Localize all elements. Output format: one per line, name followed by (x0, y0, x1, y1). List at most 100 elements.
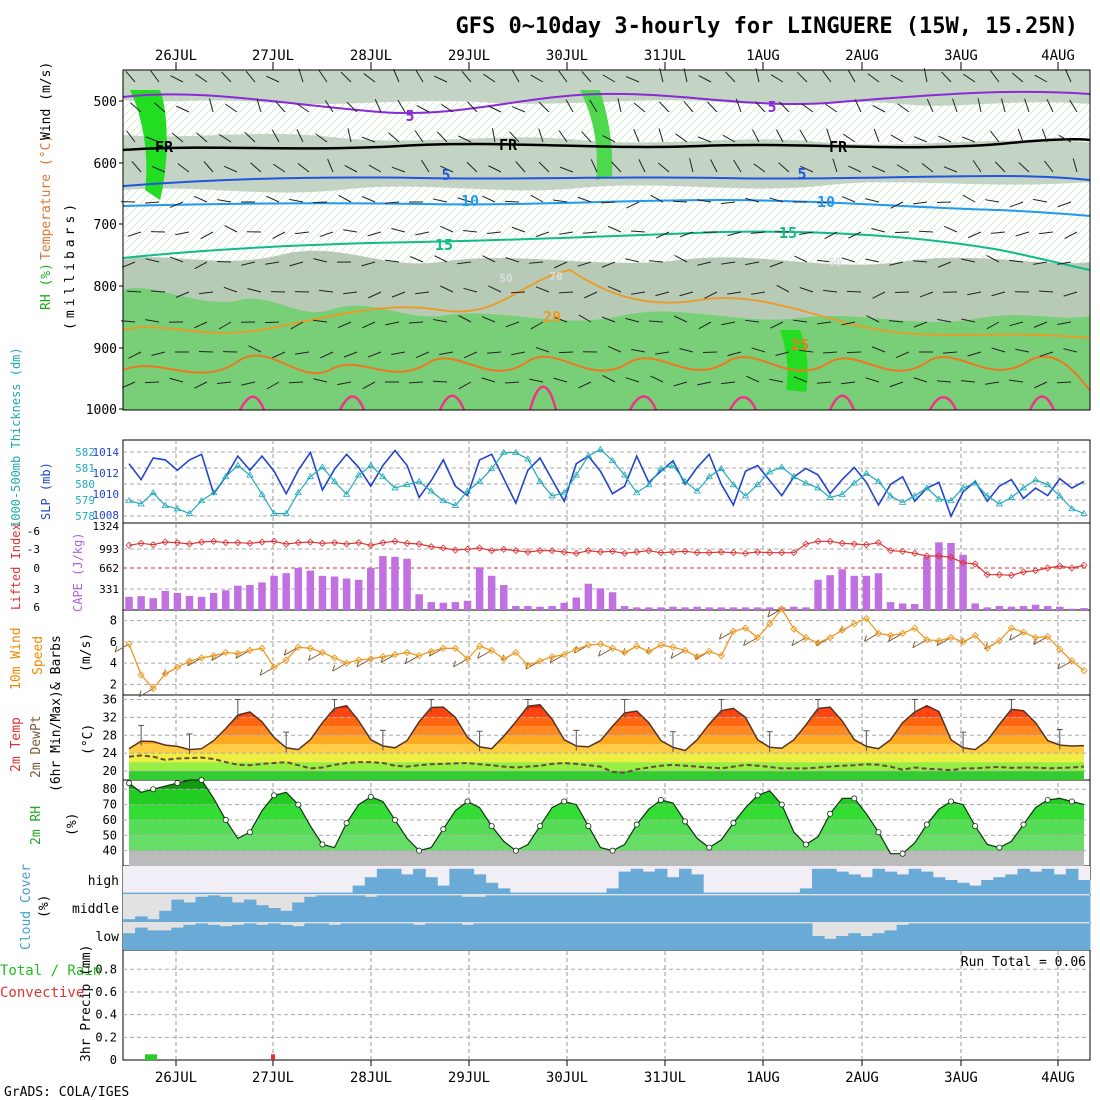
precip-total-label: Total / Rain (0, 963, 101, 979)
cloud-level-label: low (96, 930, 120, 945)
rh-point (1044, 796, 1051, 803)
rh-point (802, 841, 809, 848)
cloud-bar (183, 924, 197, 950)
thickness-point (282, 509, 290, 516)
wind-barb (362, 381, 376, 390)
wind-barb (584, 291, 598, 299)
wind-barb (1009, 201, 1024, 208)
temp-tick-label: 24 (103, 746, 117, 760)
wind-barb (943, 166, 958, 173)
contour-label: FR (499, 136, 518, 154)
wind-barb (272, 231, 286, 239)
upper-air-panel: 500 600 700 800 900 1000 FR FR FR 5 5 5 5 10 10 15 15 20 2… (86, 68, 1091, 418)
rh-point (174, 780, 181, 787)
cape-bar (1031, 604, 1040, 610)
cloud-bar (328, 924, 342, 950)
wind-barb (890, 201, 904, 209)
wind-barb (315, 133, 328, 143)
cloud-bar (255, 905, 269, 922)
cloud-bar (570, 895, 583, 922)
contour-label: FR (155, 138, 174, 156)
slp-tick-label: 1010 (93, 488, 120, 501)
cloud-bar (860, 877, 873, 894)
thickness-point (898, 498, 907, 505)
cloud-bar (123, 919, 136, 922)
cloud-bar (243, 899, 257, 922)
wind-barb (854, 99, 862, 113)
li-point (983, 571, 991, 579)
li-point (524, 548, 532, 556)
wind-speed-point (850, 620, 858, 628)
cloud-bar (860, 936, 873, 950)
wind-barb-10m (719, 630, 734, 640)
wind-barb-feather (863, 635, 867, 642)
cape-bar (741, 607, 750, 610)
wind-barb (848, 231, 862, 239)
thickness-series-line (128, 448, 1085, 515)
rh-color-band (129, 835, 1084, 851)
cloud-bar (171, 927, 184, 950)
wind-barb-10m (332, 662, 347, 672)
wind-barb (770, 321, 784, 329)
cape-bar (560, 602, 568, 610)
wind-barb (918, 230, 934, 233)
wind-barb (558, 130, 568, 143)
cape-bar (935, 542, 943, 610)
wind-barb (602, 74, 616, 83)
cloud-bar (364, 896, 378, 922)
cloud-bar (1017, 923, 1031, 950)
wind-speed-point (971, 631, 979, 640)
wind-barb (704, 291, 718, 299)
wind-barb (697, 136, 712, 143)
cloud-bar (1053, 874, 1067, 894)
cloud-bar (340, 892, 354, 894)
cloud-bar (981, 923, 994, 950)
wind-speed-point (608, 644, 617, 652)
wind-barb (895, 351, 910, 359)
thickness-point (1080, 509, 1088, 516)
wind-tick-label: 4 (110, 656, 117, 670)
wind-barb (361, 196, 376, 203)
wind-barb (312, 201, 328, 204)
wind-barb-10m (743, 637, 758, 647)
wind-barb (461, 70, 472, 83)
wind-barb (487, 351, 502, 354)
cloud-bar (304, 892, 317, 894)
wind-barb (176, 105, 190, 113)
rh-point (391, 816, 398, 823)
cloud-bar (739, 923, 753, 950)
wind-barb (374, 99, 382, 113)
cloud-bar (558, 892, 571, 894)
wind-speed-point (463, 655, 472, 663)
wind-barb (769, 261, 784, 268)
wind-barb (679, 291, 694, 297)
wind-barb (266, 195, 280, 203)
wind-barb (421, 159, 430, 173)
thickness-point (209, 488, 218, 496)
cape-bar (294, 567, 303, 610)
wind-barb (625, 76, 640, 83)
thickness-point (125, 496, 133, 504)
wind-barb (121, 261, 136, 268)
cloud-bar (957, 882, 970, 894)
li-point (463, 545, 472, 553)
wind-barb (391, 291, 406, 298)
wind-barb-10m (1009, 631, 1024, 641)
li-point (512, 547, 520, 555)
thickness-point (536, 477, 544, 484)
cloud-bar (340, 895, 354, 922)
cloud-bar (533, 895, 547, 922)
wind-barb (867, 73, 880, 83)
thickness-point (802, 479, 810, 486)
cape-bar (814, 579, 822, 610)
wind-barb (941, 71, 952, 83)
rh-tick-label: 80 (103, 782, 117, 796)
cape-bar (995, 606, 1004, 610)
wind-barb-feather (138, 690, 142, 697)
thickness-point (645, 480, 653, 488)
contour-label: 15 (435, 236, 453, 254)
pressure-tick-label: 900 (94, 342, 117, 357)
wind-barb (1011, 72, 1024, 83)
wind-barb-feather (888, 635, 892, 642)
li-point (1032, 567, 1040, 575)
